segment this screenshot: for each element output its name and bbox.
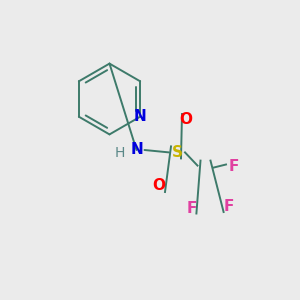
Text: S: S xyxy=(172,145,182,160)
Text: F: F xyxy=(186,201,197,216)
Text: F: F xyxy=(224,200,234,214)
Text: N: N xyxy=(130,142,143,158)
Text: O: O xyxy=(179,112,193,128)
Text: H: H xyxy=(115,146,125,160)
Text: O: O xyxy=(152,178,166,194)
Text: N: N xyxy=(134,109,146,124)
Text: F: F xyxy=(229,159,239,174)
